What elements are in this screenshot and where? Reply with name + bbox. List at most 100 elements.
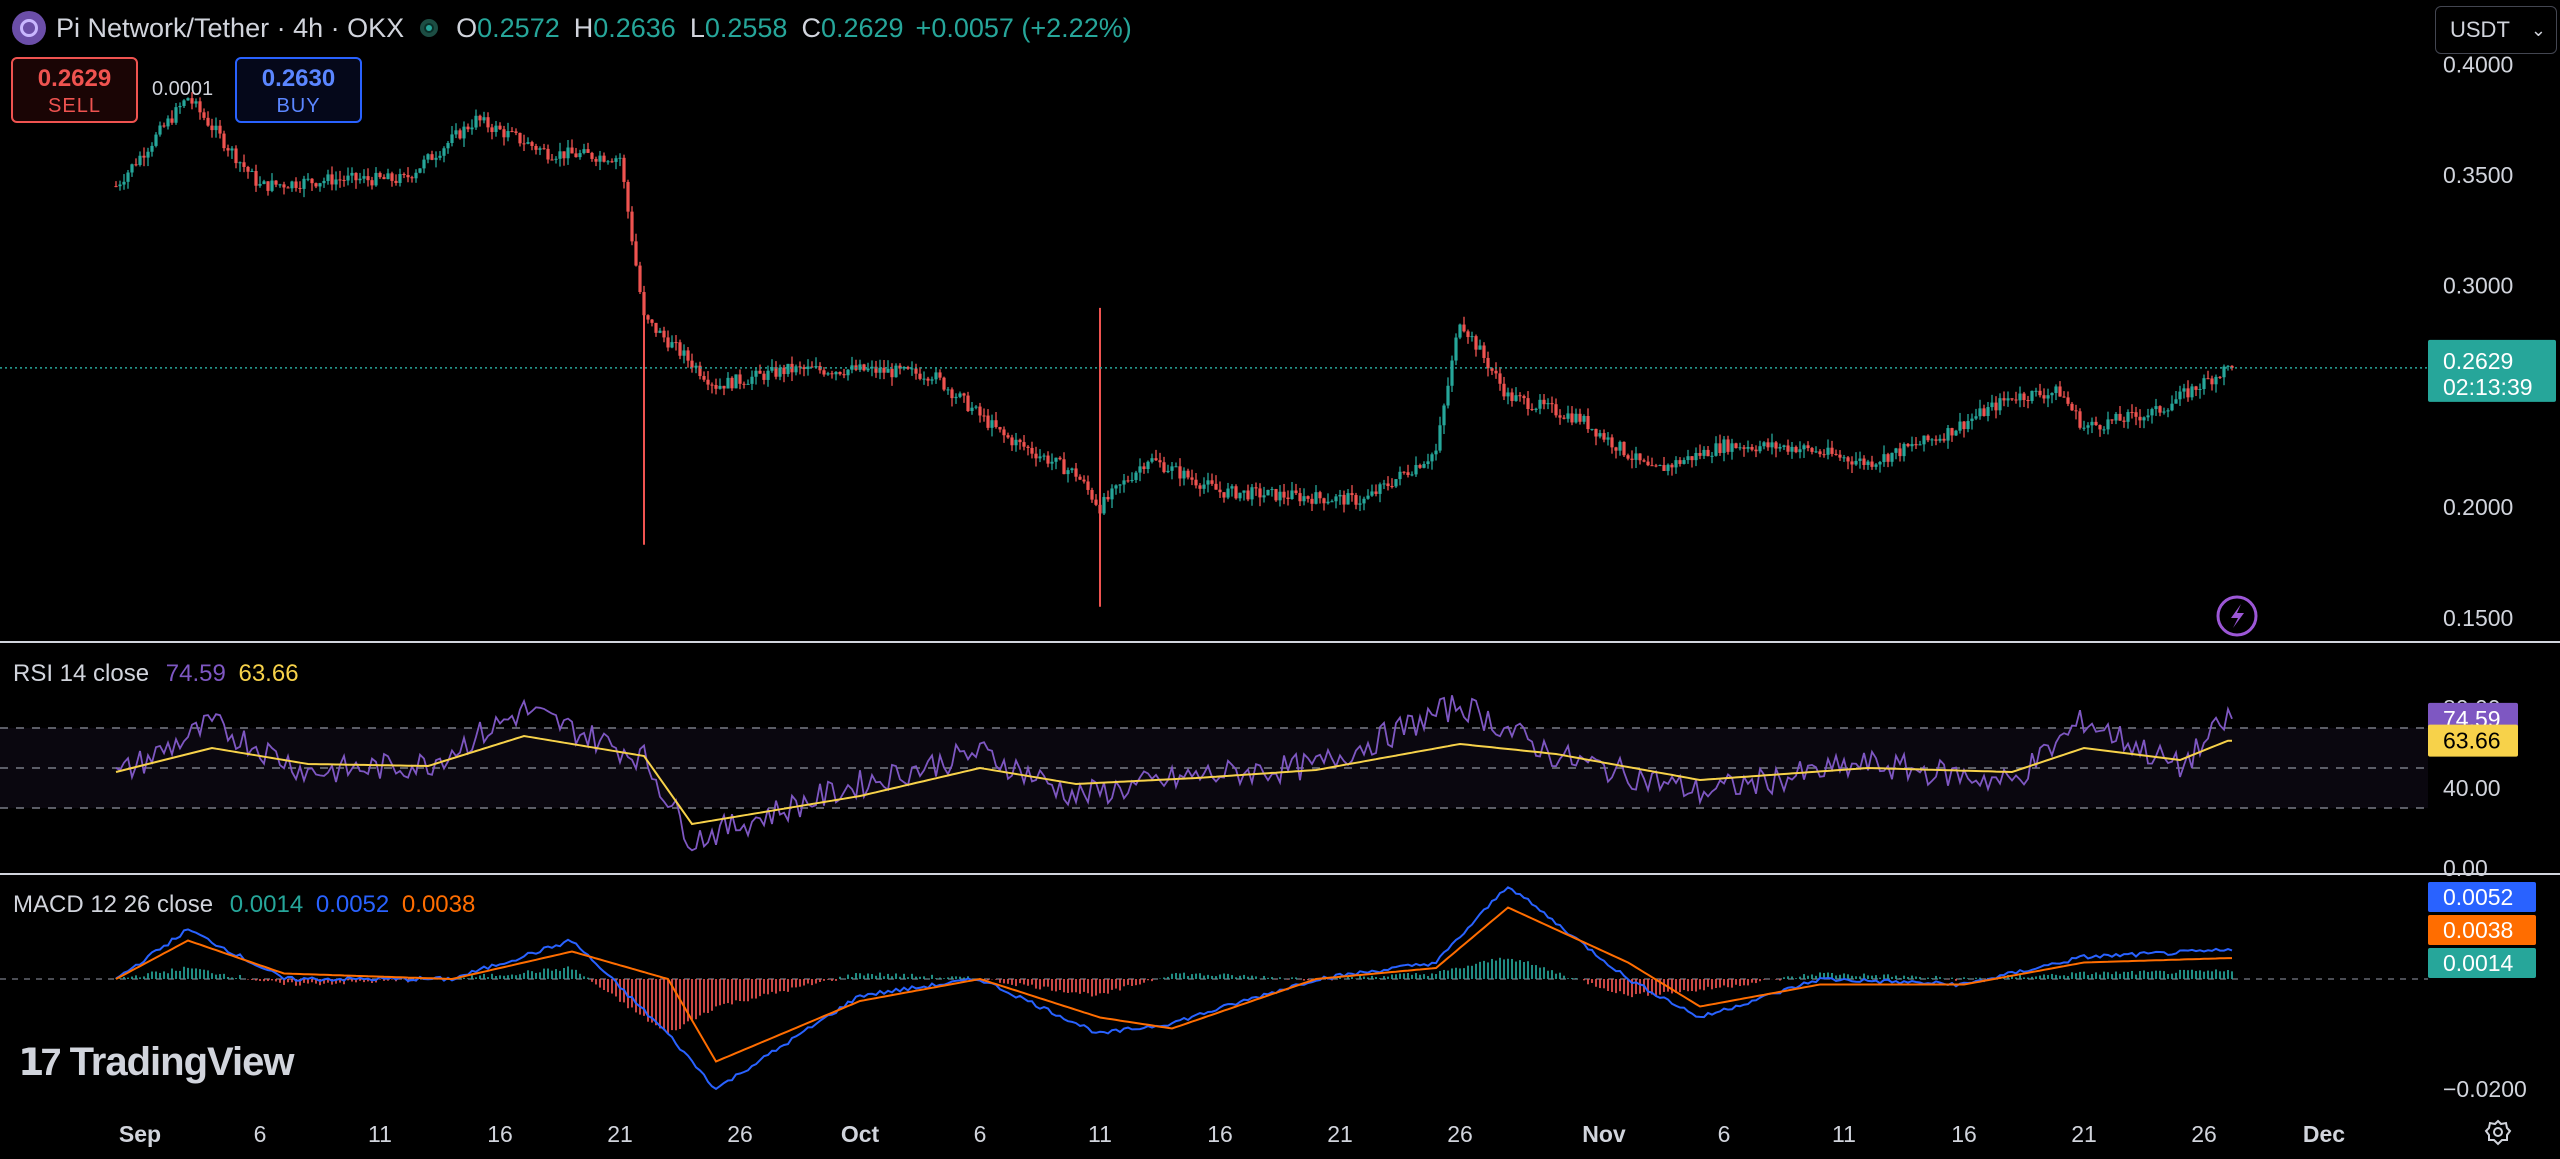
candle-body xyxy=(1078,476,1082,480)
macd-badge-label: 0.0014 xyxy=(2443,950,2514,976)
candle-body xyxy=(426,154,430,160)
price-tick-label: 0.3500 xyxy=(2443,162,2513,188)
macd-hist-bar xyxy=(959,976,961,979)
symbol-title[interactable]: Pi Network/Tether · 4h · OKX xyxy=(56,12,405,43)
macd-hist-bar xyxy=(1819,972,1821,979)
last-price-label: 0.2629 xyxy=(2443,348,2513,374)
candle-body xyxy=(2022,393,2026,400)
macd-hist-bar xyxy=(1783,977,1785,979)
rsi-value: 74.59 xyxy=(165,660,226,687)
candle-body xyxy=(1126,480,1130,482)
candle-body xyxy=(902,366,906,369)
macd-badge-label: 0.0038 xyxy=(2443,917,2513,943)
macd-hist-bar xyxy=(1227,973,1229,979)
macd-hist-bar xyxy=(1211,975,1213,979)
macd-hist-bar xyxy=(2079,971,2081,979)
macd-hist-bar xyxy=(491,973,493,979)
candle-body xyxy=(922,378,926,380)
candle-body xyxy=(242,162,246,167)
macd-hist-bar xyxy=(1543,967,1545,979)
macd-hist-bar xyxy=(1491,958,1493,979)
macd-hist-bar xyxy=(1247,976,1249,979)
price-change: +0.0057 (+2.22%) xyxy=(915,12,1132,43)
macd-hist-bar xyxy=(1055,979,1057,992)
candle-body xyxy=(458,130,462,139)
market-status-icon[interactable] xyxy=(420,19,439,37)
tradingview-logo[interactable]: 𝟭7 TradingView xyxy=(18,1040,294,1085)
macd-hist-bar xyxy=(1651,979,1653,995)
candle-body xyxy=(1222,492,1226,498)
candle-body xyxy=(1686,456,1690,461)
macd-hist-bar xyxy=(1759,979,1761,982)
macd-hist-bar xyxy=(779,979,781,992)
macd-title[interactable]: MACD 12 26 close xyxy=(13,891,214,918)
candle-body xyxy=(2106,419,2110,430)
currency-select[interactable]: USDT ⌄ xyxy=(2435,6,2557,54)
candle-body xyxy=(146,151,150,158)
candle-body xyxy=(1962,421,1966,430)
candle-body xyxy=(1346,493,1350,505)
macd-hist-bar xyxy=(1815,975,1817,979)
candle-body xyxy=(1710,455,1714,457)
candle-body xyxy=(1794,446,1798,453)
macd-hist-bar xyxy=(1163,977,1165,979)
buy-button[interactable]: 0.2630 BUY xyxy=(235,57,362,123)
candle-body xyxy=(1194,479,1198,486)
candle-body xyxy=(1842,457,1846,459)
candle-body xyxy=(390,173,394,181)
candle-body xyxy=(1446,385,1450,406)
candle-body xyxy=(466,126,470,130)
candle-body xyxy=(1610,437,1614,448)
candle-body xyxy=(1926,435,1930,441)
macd-hist-bar xyxy=(1803,974,1805,979)
candle-body xyxy=(894,365,898,378)
candle-body xyxy=(158,125,162,135)
candle-body xyxy=(398,174,402,183)
macd-hist-bar xyxy=(195,968,197,979)
candle-body xyxy=(630,211,634,242)
candle-body xyxy=(1154,458,1158,461)
candle-body xyxy=(2222,366,2226,378)
candle-body xyxy=(778,367,782,377)
candle-body xyxy=(1294,490,1298,494)
candle-body xyxy=(1358,503,1362,505)
candle-body xyxy=(1438,425,1442,451)
candle-body xyxy=(2094,421,2098,426)
candle-body xyxy=(1498,373,1502,384)
candle-body xyxy=(1934,439,1938,441)
macd-hist-bar xyxy=(567,966,569,979)
macd-hist-bar xyxy=(803,979,805,986)
time-tick-label: 6 xyxy=(974,1121,987,1147)
macd-hist-bar xyxy=(1979,977,1981,979)
macd-hist-bar xyxy=(247,979,249,980)
macd-hist-bar xyxy=(2015,977,2017,979)
macd-hist-bar xyxy=(315,979,317,984)
candle-body xyxy=(1410,474,1414,476)
rsi-title[interactable]: RSI 14 close xyxy=(13,660,150,687)
macd-hist-bar xyxy=(703,979,705,1013)
macd-hist-bar xyxy=(615,979,617,997)
settings-gear-icon[interactable] xyxy=(2484,1118,2512,1146)
macd-hist-bar xyxy=(2139,971,2141,979)
candle-body xyxy=(806,366,810,370)
candle-body xyxy=(858,364,862,370)
sell-button[interactable]: 0.2629 SELL xyxy=(11,57,138,123)
candle-body xyxy=(1226,488,1230,498)
candle-body xyxy=(2122,420,2126,422)
macd-hist-bar xyxy=(527,970,529,979)
candle-body xyxy=(710,384,714,386)
candle-body xyxy=(322,180,326,184)
candle-body xyxy=(714,385,718,389)
candle-body xyxy=(350,172,354,176)
macd-hist-bar xyxy=(1223,973,1225,979)
candle-body xyxy=(702,376,706,380)
candle-body xyxy=(1850,461,1854,465)
macd-hist-bar xyxy=(795,979,797,988)
macd-hist-bar xyxy=(1251,975,1253,979)
candle-body xyxy=(606,161,610,163)
macd-hist-bar xyxy=(355,979,357,983)
candle-body xyxy=(822,370,826,375)
macd-hist-bar xyxy=(531,971,533,979)
time-tick-label: 6 xyxy=(1718,1121,1731,1147)
